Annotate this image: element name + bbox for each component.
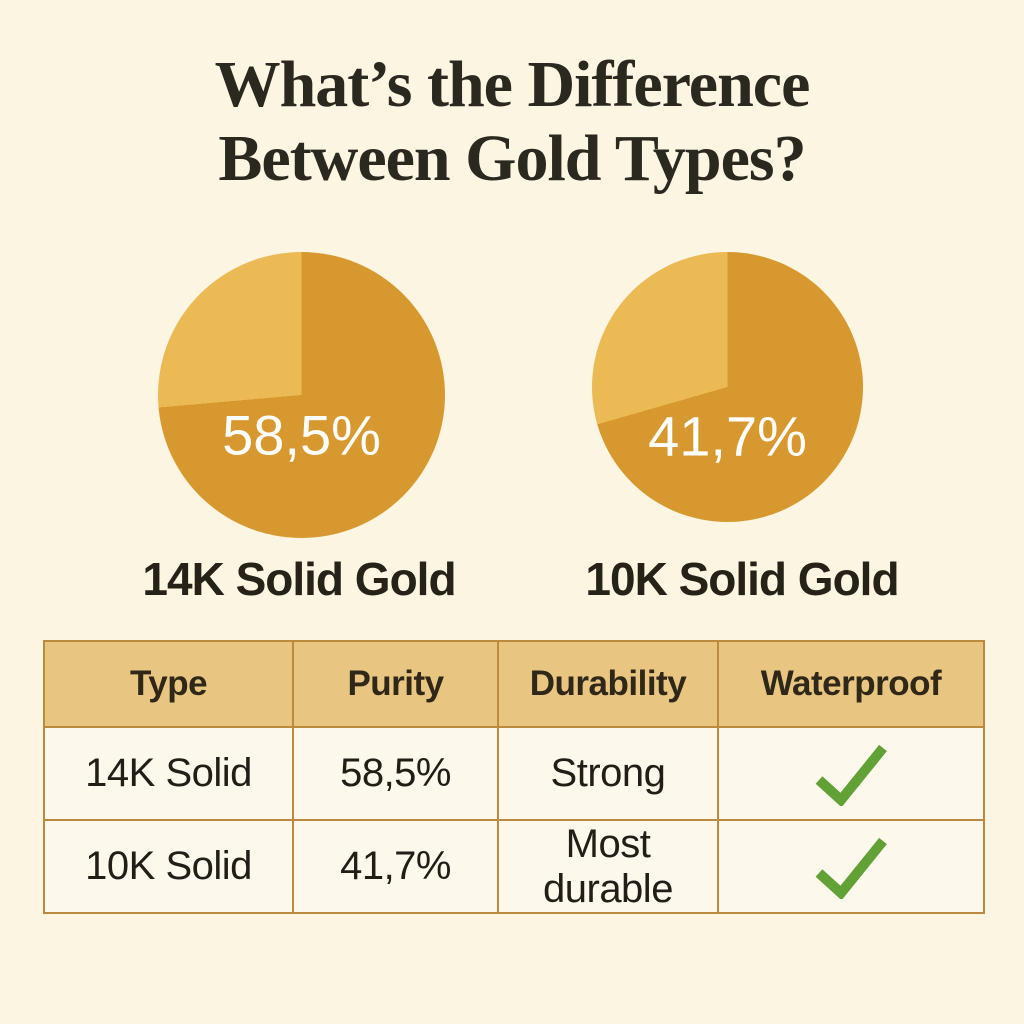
- page-title-line-1: What’s the Difference: [214, 48, 811, 121]
- table-header-row: Type Purity Durability Waterproof: [42, 640, 986, 728]
- pie-chart-10k-gold: 41,7%: [592, 252, 863, 522]
- checkmark-icon: [815, 744, 887, 806]
- pie-caption-10k: 10K Solid Gold: [585, 553, 899, 605]
- cell-durability-14k: Strong: [497, 726, 719, 821]
- comparison-table: Type Purity Durability Waterproof 14K So…: [42, 640, 986, 914]
- table-row-14k: 14K Solid 58,5% Strong: [42, 726, 986, 821]
- page-title-line-2: Between Gold Types?: [218, 122, 806, 195]
- pie-caption-14k: 14K Solid Gold: [142, 553, 456, 605]
- pie-value-label-10k: 41,7%: [648, 404, 807, 468]
- cell-waterproof-10k: [716, 819, 986, 914]
- column-header-waterproof: Waterproof: [716, 640, 986, 728]
- page-title: What’s the Difference Between Gold Types…: [0, 48, 1024, 196]
- cell-purity-14k: 58,5%: [292, 726, 499, 821]
- pie-value-label-14k: 58,5%: [222, 403, 381, 467]
- cell-waterproof-14k: [716, 726, 986, 821]
- checkmark-icon: [815, 837, 887, 899]
- cell-purity-10k: 41,7%: [292, 819, 499, 914]
- column-header-type: Type: [42, 640, 295, 728]
- cell-durability-10k: Most durable: [497, 819, 719, 914]
- pie-chart-14k-gold: 58,5%: [158, 252, 445, 538]
- cell-type-10k: 10K Solid: [42, 819, 295, 914]
- cell-type-14k: 14K Solid: [42, 726, 295, 821]
- table-row-10k: 10K Solid 41,7% Most durable: [42, 819, 986, 914]
- column-header-durability: Durability: [497, 640, 719, 728]
- column-header-purity: Purity: [292, 640, 499, 728]
